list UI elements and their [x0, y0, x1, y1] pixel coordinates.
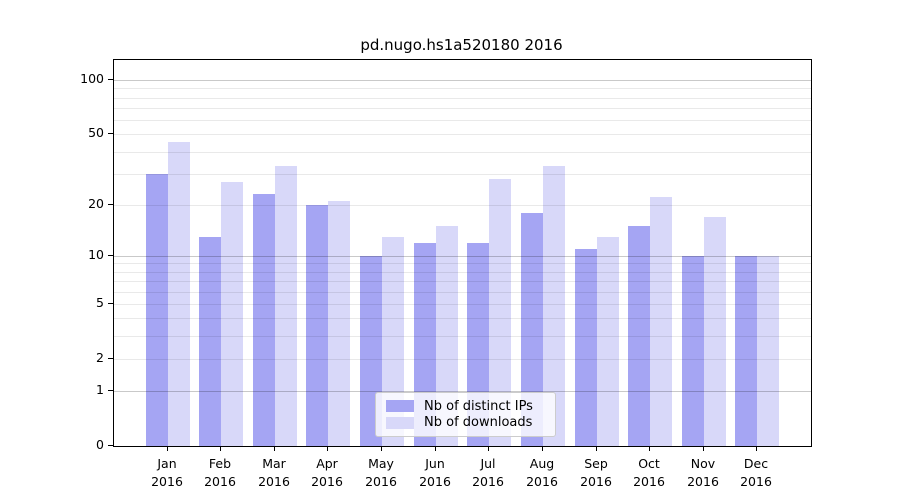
y-tick-mark	[108, 303, 113, 304]
legend-label-downloads: Nb of downloads	[424, 415, 533, 431]
bar-distinct-ips-nov	[681, 255, 704, 446]
x-tick-mark	[596, 446, 597, 451]
legend-swatch-downloads	[386, 416, 414, 429]
x-tick-mark	[756, 446, 757, 451]
chart-title: pd.nugo.hs1a520180 2016	[360, 36, 563, 54]
x-tick-mark	[327, 446, 328, 451]
y-tick-label: 2	[96, 350, 104, 365]
x-tick-mark	[435, 446, 436, 451]
y-tick-label: 1	[96, 382, 104, 397]
x-tick-mark	[167, 446, 168, 451]
x-tick-label-aug: Aug 2016	[526, 456, 558, 489]
gridline-60	[114, 120, 811, 121]
bar-downloads-dec	[757, 255, 780, 446]
x-tick-mark	[488, 446, 489, 451]
bar-downloads-oct	[650, 197, 673, 446]
legend-label-distinct-ips: Nb of distinct IPs	[424, 398, 533, 414]
bar-downloads-aug	[542, 166, 565, 446]
legend-swatch-distinct-ips	[386, 400, 414, 413]
x-tick-label-mar: Mar 2016	[258, 456, 290, 489]
plot-area	[113, 59, 812, 447]
y-tick-mark	[108, 390, 113, 391]
y-tick-mark	[108, 204, 113, 205]
x-tick-mark	[703, 446, 704, 451]
gridline-20	[114, 205, 811, 206]
x-tick-label-may: May 2016	[365, 456, 397, 489]
y-tick-label: 5	[96, 295, 104, 310]
x-tick-label-sep: Sep 2016	[580, 456, 612, 489]
gridline-5	[114, 304, 811, 305]
bar-downloads-jul	[489, 178, 512, 446]
y-tick-label: 0	[96, 437, 104, 452]
bar-distinct-ips-aug	[520, 212, 543, 446]
gridline-40	[114, 152, 811, 153]
gridline-90	[114, 88, 811, 89]
bar-downloads-apr	[328, 200, 351, 446]
x-tick-label-apr: Apr 2016	[311, 456, 343, 489]
bar-downloads-feb	[221, 181, 244, 446]
x-tick-label-jul: Jul 2016	[472, 456, 504, 489]
x-tick-label-nov: Nov 2016	[687, 456, 719, 489]
gridline-6	[114, 292, 811, 293]
gridline-70	[114, 108, 811, 109]
gridline-80	[114, 98, 811, 99]
legend-item-distinct-ips: Nb of distinct IPs	[386, 399, 546, 414]
gridline-7	[114, 281, 811, 282]
legend: Nb of distinct IPs Nb of downloads	[375, 392, 556, 437]
bar-distinct-ips-dec	[735, 255, 758, 446]
y-tick-mark	[108, 445, 113, 446]
bar-distinct-ips-mar	[252, 193, 275, 446]
x-tick-mark	[274, 446, 275, 451]
gridline-1	[114, 391, 811, 392]
gridline-50	[114, 134, 811, 135]
bar-distinct-ips-jan	[145, 173, 168, 446]
y-tick-mark	[108, 255, 113, 256]
x-tick-mark	[542, 446, 543, 451]
gridline-2	[114, 359, 811, 360]
y-tick-label: 10	[88, 247, 104, 262]
bar-downloads-mar	[274, 166, 297, 446]
x-tick-mark	[381, 446, 382, 451]
gridline-8	[114, 272, 811, 273]
x-tick-label-oct: Oct 2016	[633, 456, 665, 489]
bar-downloads-jun	[435, 226, 458, 446]
y-tick-label: 100	[80, 71, 104, 86]
x-tick-label-feb: Feb 2016	[204, 456, 236, 489]
gridline-4	[114, 318, 811, 319]
x-tick-label-jun: Jun 2016	[419, 456, 451, 489]
y-tick-mark	[108, 133, 113, 134]
x-tick-mark	[220, 446, 221, 451]
gridline-100	[114, 80, 811, 81]
y-tick-label: 50	[88, 125, 104, 140]
y-tick-mark	[108, 358, 113, 359]
y-tick-label: 20	[88, 196, 104, 211]
bar-downloads-jan	[167, 142, 190, 446]
y-tick-mark	[108, 79, 113, 80]
gridline-30	[114, 174, 811, 175]
bar-distinct-ips-sep	[574, 248, 597, 446]
legend-item-downloads: Nb of downloads	[386, 415, 546, 430]
x-tick-label-jan: Jan 2016	[151, 456, 183, 489]
x-tick-mark	[649, 446, 650, 451]
bar-distinct-ips-oct	[628, 226, 651, 446]
gridline-10	[114, 256, 811, 257]
gridline-9	[114, 263, 811, 264]
bar-downloads-sep	[596, 236, 619, 446]
x-tick-label-dec: Dec 2016	[740, 456, 772, 489]
bar-distinct-ips-apr	[306, 204, 329, 446]
bar-distinct-ips-feb	[199, 236, 222, 446]
gridline-3	[114, 336, 811, 337]
bar-downloads-nov	[703, 216, 726, 446]
